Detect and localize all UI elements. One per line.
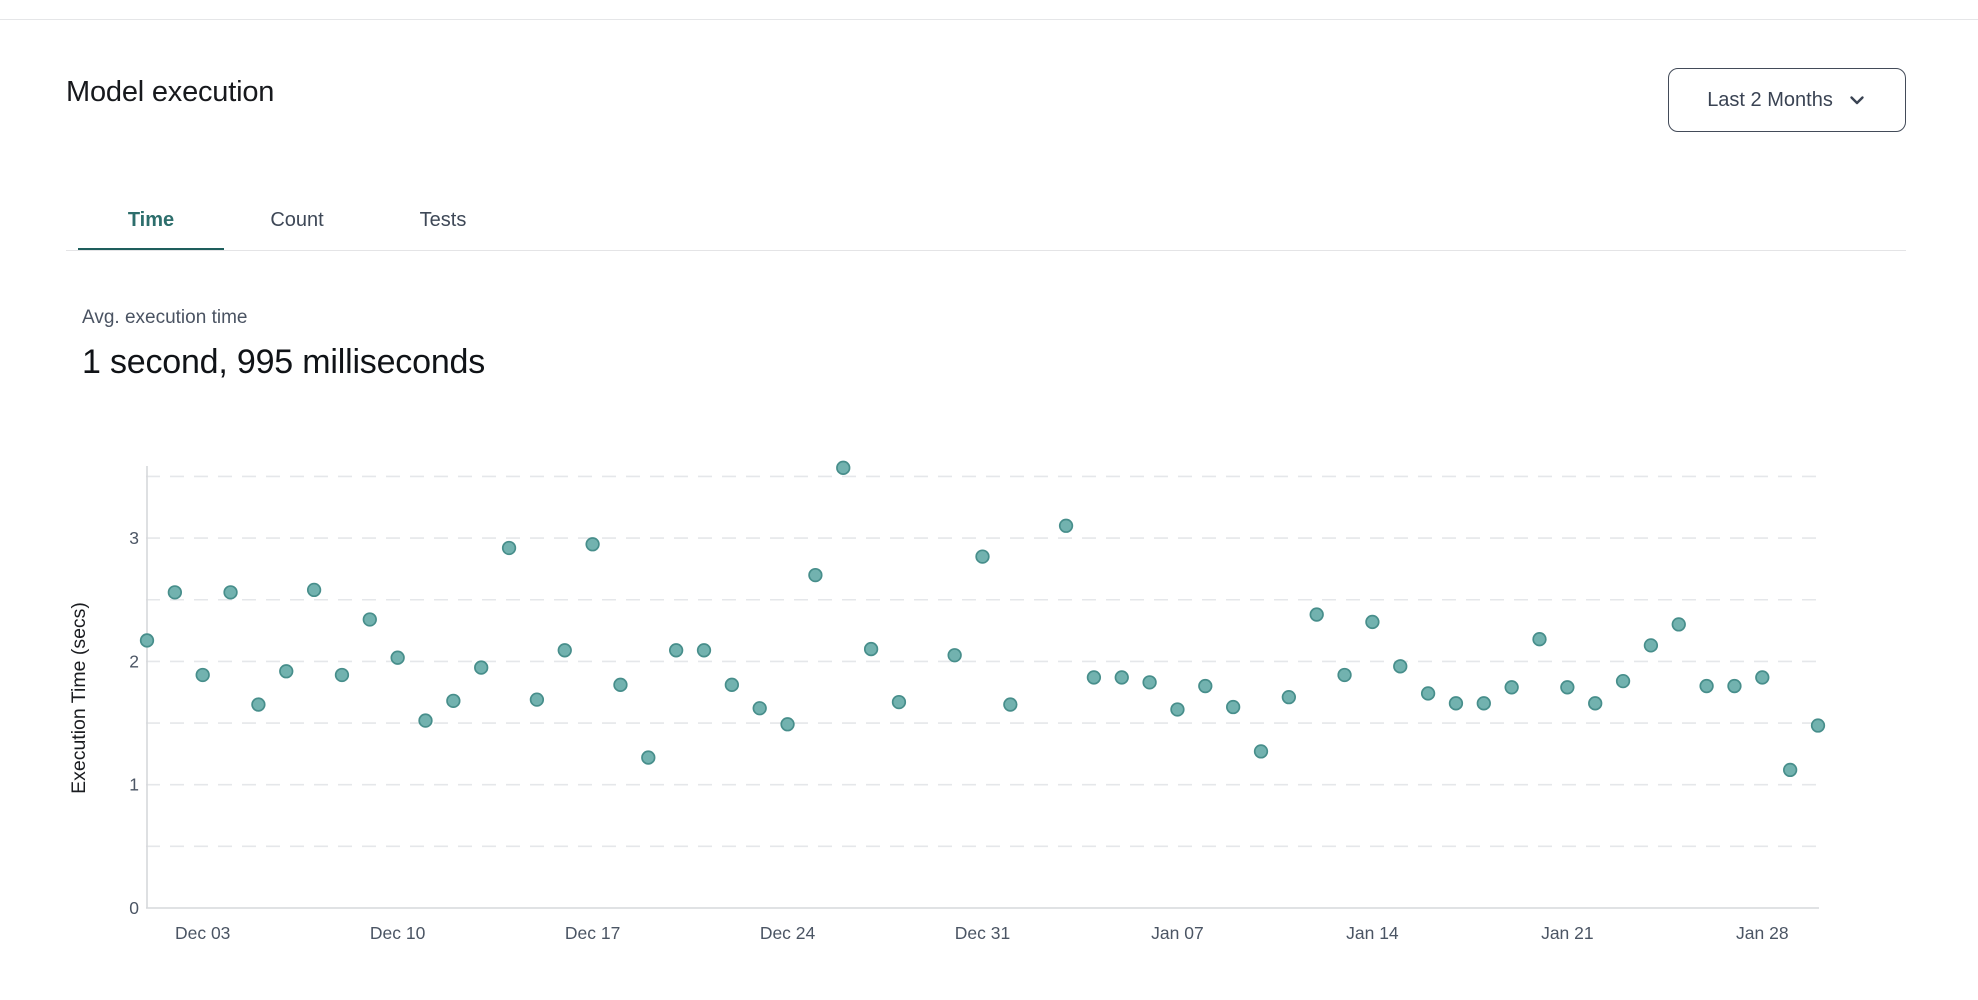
data-point[interactable] xyxy=(1253,744,1269,759)
data-point[interactable] xyxy=(1003,697,1018,712)
data-point[interactable] xyxy=(836,460,851,475)
data-point[interactable] xyxy=(1671,617,1686,632)
tab-time[interactable]: Time xyxy=(78,207,224,251)
x-tick-label: Dec 24 xyxy=(760,923,816,943)
data-point[interactable] xyxy=(1058,518,1074,533)
data-point[interactable] xyxy=(167,585,183,600)
data-point[interactable] xyxy=(251,697,266,712)
data-point[interactable] xyxy=(1588,696,1603,711)
data-point[interactable] xyxy=(1365,614,1380,630)
data-point[interactable] xyxy=(223,585,238,600)
data-point[interactable] xyxy=(1699,678,1714,694)
data-point[interactable] xyxy=(1337,667,1352,683)
y-tick-label: 2 xyxy=(129,651,139,671)
top-divider xyxy=(0,19,1978,20)
data-point[interactable] xyxy=(1615,673,1631,689)
x-tick-label: Jan 28 xyxy=(1736,923,1789,943)
data-point[interactable] xyxy=(1755,670,1770,685)
y-tick-label: 1 xyxy=(129,775,139,795)
y-axis-label: Execution Time (secs) xyxy=(68,602,90,794)
tab-count[interactable]: Count xyxy=(270,209,324,231)
execution-time-scatter-chart: 0 1 2 3 Dec 03 Dec 10 Dec 17 Dec 24 Dec 31 Jan 07… xyxy=(68,460,1826,943)
data-point[interactable] xyxy=(362,612,377,627)
data-point[interactable] xyxy=(1170,702,1185,717)
tabs-separator xyxy=(66,250,1906,251)
time-range-label: Last 2 Months xyxy=(1707,88,1833,111)
y-tick-label: 3 xyxy=(129,528,139,548)
data-point[interactable] xyxy=(1142,675,1157,690)
data-point[interactable] xyxy=(1448,696,1464,711)
data-point[interactable] xyxy=(557,643,572,658)
data-point[interactable] xyxy=(585,537,600,552)
x-tick-label: Jan 14 xyxy=(1346,923,1399,943)
data-point[interactable] xyxy=(279,664,294,679)
data-point[interactable] xyxy=(1532,632,1547,647)
data-point[interactable] xyxy=(1198,678,1213,694)
data-point[interactable] xyxy=(306,582,322,598)
data-point[interactable] xyxy=(947,648,962,663)
x-tick-label: Dec 17 xyxy=(565,923,620,943)
data-point[interactable] xyxy=(390,650,405,665)
data-point[interactable] xyxy=(669,643,684,658)
data-point[interactable] xyxy=(808,567,823,583)
tab-bar: Time Count Tests xyxy=(78,207,516,251)
data-point[interactable] xyxy=(975,549,990,564)
data-point[interactable] xyxy=(501,540,517,556)
data-point[interactable] xyxy=(641,750,656,765)
data-point[interactable] xyxy=(752,701,767,716)
y-tick-label: 0 xyxy=(129,898,139,918)
summary-label: Avg. execution time xyxy=(82,307,248,328)
x-tick-label: Dec 10 xyxy=(370,923,426,943)
data-point[interactable] xyxy=(1643,638,1659,653)
data-point[interactable] xyxy=(724,677,739,692)
time-range-dropdown[interactable]: Last 2 Months xyxy=(1668,68,1906,132)
data-point[interactable] xyxy=(1393,659,1408,674)
tab-tests[interactable]: Tests xyxy=(419,209,467,231)
data-point[interactable] xyxy=(863,641,879,657)
data-point[interactable] xyxy=(139,633,155,648)
data-point[interactable] xyxy=(1225,699,1241,715)
data-point[interactable] xyxy=(1810,718,1826,733)
data-point[interactable] xyxy=(891,694,907,710)
data-point[interactable] xyxy=(1114,670,1129,685)
data-point[interactable] xyxy=(1420,686,1436,701)
data-point[interactable] xyxy=(1086,670,1102,685)
data-point[interactable] xyxy=(1782,762,1798,778)
data-point[interactable] xyxy=(1309,607,1324,622)
x-tick-label: Jan 21 xyxy=(1541,923,1594,943)
chevron-down-icon xyxy=(1850,96,1864,105)
data-point[interactable] xyxy=(780,717,795,732)
x-tick-label: Dec 31 xyxy=(955,923,1010,943)
data-point[interactable] xyxy=(529,692,545,707)
data-point[interactable] xyxy=(613,677,628,692)
summary-value: 1 second, 995 milliseconds xyxy=(82,343,486,381)
data-point[interactable] xyxy=(418,713,433,728)
data-point[interactable] xyxy=(1476,696,1491,711)
page-title: Model execution xyxy=(66,76,275,108)
data-point[interactable] xyxy=(1281,690,1296,705)
data-point[interactable] xyxy=(1504,680,1519,695)
x-tick-label: Jan 07 xyxy=(1151,923,1204,943)
data-point[interactable] xyxy=(195,667,210,683)
data-point[interactable] xyxy=(446,693,461,709)
data-point[interactable] xyxy=(1560,680,1575,695)
data-point[interactable] xyxy=(696,643,712,658)
data-point[interactable] xyxy=(1727,678,1742,694)
data-point[interactable] xyxy=(474,660,489,675)
data-point[interactable] xyxy=(334,667,350,683)
x-tick-label: Dec 03 xyxy=(175,923,230,943)
